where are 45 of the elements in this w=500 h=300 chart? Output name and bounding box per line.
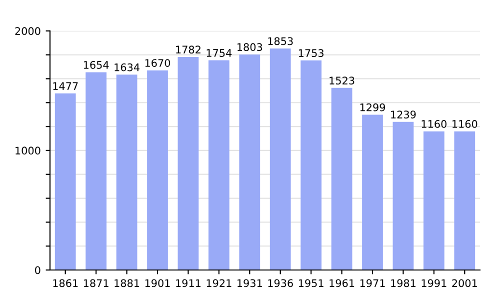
x-tick-label: 1971 bbox=[360, 279, 385, 288]
bar bbox=[362, 114, 383, 270]
y-tick-label: 1000 bbox=[16, 146, 40, 155]
x-tick-label: 1961 bbox=[330, 279, 354, 288]
x-tick-label: 1951 bbox=[298, 279, 324, 288]
x-tick-label: 2001 bbox=[452, 279, 477, 288]
x-tick-label: 1936 bbox=[268, 279, 293, 288]
bar bbox=[86, 72, 107, 270]
bar bbox=[178, 56, 199, 270]
data-label: 1803 bbox=[238, 43, 262, 52]
data-label: 1160 bbox=[422, 120, 446, 128]
x-tick-label: 1931 bbox=[238, 279, 262, 288]
bar bbox=[300, 60, 322, 270]
data-label: 1634 bbox=[114, 63, 140, 72]
data-label: 1299 bbox=[360, 103, 386, 112]
x-tick-label: 1911 bbox=[176, 279, 201, 288]
bar bbox=[54, 93, 76, 270]
bar bbox=[116, 74, 138, 270]
data-label: 1754 bbox=[206, 49, 232, 57]
x-tick-label: 1981 bbox=[391, 279, 416, 288]
bar bbox=[331, 88, 352, 270]
bar bbox=[423, 131, 444, 270]
data-label: 1670 bbox=[145, 59, 170, 67]
data-label: 1654 bbox=[84, 60, 109, 69]
x-tick-label: 1921 bbox=[206, 279, 232, 288]
x-tick-label: 1991 bbox=[422, 279, 446, 288]
x-tick-label: 1871 bbox=[84, 279, 108, 288]
x-tick-label: 1861 bbox=[53, 279, 78, 288]
bar bbox=[392, 122, 414, 270]
bar bbox=[147, 70, 168, 270]
data-label: 1477 bbox=[53, 82, 78, 90]
x-tick-label: 1881 bbox=[114, 279, 140, 288]
bar bbox=[454, 131, 476, 270]
bar bbox=[208, 60, 230, 270]
x-tick-label: 1901 bbox=[145, 279, 170, 288]
bar bbox=[270, 48, 291, 270]
data-label: 1782 bbox=[176, 46, 200, 54]
data-label: 1239 bbox=[391, 110, 416, 118]
data-label: 1753 bbox=[298, 49, 324, 58]
data-label: 1853 bbox=[268, 37, 293, 46]
y-tick-label: 2000 bbox=[15, 27, 40, 36]
data-label: 1523 bbox=[330, 76, 354, 85]
y-tick-label: 0 bbox=[35, 266, 40, 274]
data-label: 1160 bbox=[452, 120, 478, 128]
bar bbox=[239, 54, 260, 270]
